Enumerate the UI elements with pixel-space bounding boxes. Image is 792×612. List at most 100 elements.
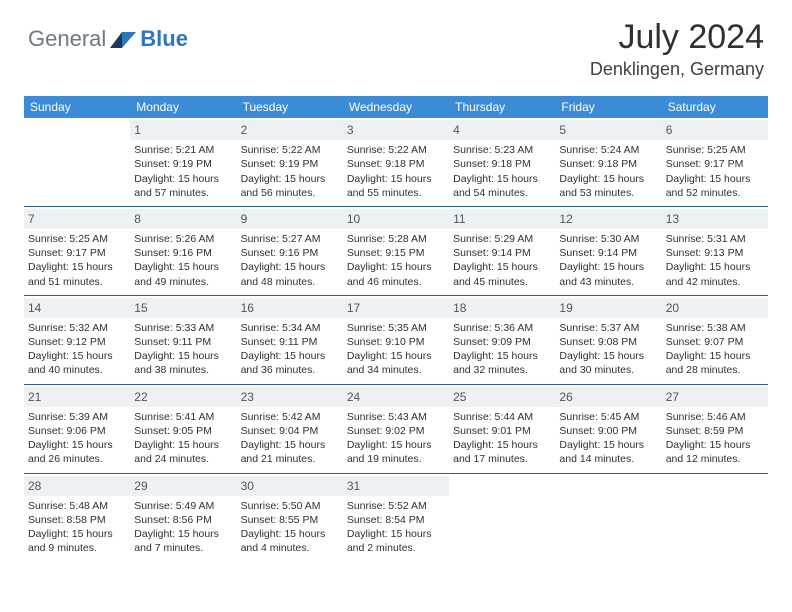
day-number: 2 xyxy=(237,120,343,140)
day-number: 9 xyxy=(237,209,343,229)
day-number: 26 xyxy=(555,387,661,407)
cell-text: Sunrise: 5:27 AM xyxy=(241,232,339,246)
day-number: 12 xyxy=(555,209,661,229)
day-number xyxy=(449,476,555,496)
day-number: 14 xyxy=(24,298,130,318)
cell-text: Sunset: 9:04 PM xyxy=(241,424,339,438)
cell-text: and 38 minutes. xyxy=(134,363,232,377)
cell-text: Daylight: 15 hours xyxy=(28,438,126,452)
cell-text: Sunrise: 5:23 AM xyxy=(453,143,551,157)
calendar-row: 1Sunrise: 5:21 AMSunset: 9:19 PMDaylight… xyxy=(24,118,768,206)
cell-text: Sunrise: 5:22 AM xyxy=(241,143,339,157)
day-number: 30 xyxy=(237,476,343,496)
weekday-header: Friday xyxy=(555,96,661,118)
cell-text: Sunset: 9:11 PM xyxy=(241,335,339,349)
cell-text: Sunrise: 5:25 AM xyxy=(28,232,126,246)
cell-text: Daylight: 15 hours xyxy=(347,527,445,541)
cell-text: and 56 minutes. xyxy=(241,186,339,200)
cell-text: Sunset: 8:58 PM xyxy=(28,513,126,527)
cell-text: Sunrise: 5:44 AM xyxy=(453,410,551,424)
cell-text: Daylight: 15 hours xyxy=(28,527,126,541)
cell-text: and 30 minutes. xyxy=(559,363,657,377)
cell-text: Daylight: 15 hours xyxy=(453,260,551,274)
day-number: 1 xyxy=(130,120,236,140)
cell-text: Sunrise: 5:42 AM xyxy=(241,410,339,424)
calendar-cell: 27Sunrise: 5:46 AMSunset: 8:59 PMDayligh… xyxy=(662,384,768,473)
cell-text: Daylight: 15 hours xyxy=(241,349,339,363)
cell-text: Daylight: 15 hours xyxy=(666,172,764,186)
calendar-cell: 5Sunrise: 5:24 AMSunset: 9:18 PMDaylight… xyxy=(555,118,661,206)
cell-text: Sunrise: 5:46 AM xyxy=(666,410,764,424)
calendar-cell: 18Sunrise: 5:36 AMSunset: 9:09 PMDayligh… xyxy=(449,295,555,384)
cell-text: Daylight: 15 hours xyxy=(559,172,657,186)
calendar-cell: 31Sunrise: 5:52 AMSunset: 8:54 PMDayligh… xyxy=(343,473,449,561)
weekday-header: Saturday xyxy=(662,96,768,118)
cell-text: Sunset: 9:19 PM xyxy=(241,157,339,171)
cell-text: Daylight: 15 hours xyxy=(134,527,232,541)
cell-text: Daylight: 15 hours xyxy=(559,260,657,274)
day-number: 4 xyxy=(449,120,555,140)
cell-text: Daylight: 15 hours xyxy=(347,438,445,452)
cell-text: and 53 minutes. xyxy=(559,186,657,200)
cell-text: Daylight: 15 hours xyxy=(453,438,551,452)
cell-text: and 17 minutes. xyxy=(453,452,551,466)
logo-text-2: Blue xyxy=(140,26,188,52)
cell-text: Sunset: 9:17 PM xyxy=(666,157,764,171)
cell-text: Sunrise: 5:32 AM xyxy=(28,321,126,335)
day-number: 23 xyxy=(237,387,343,407)
cell-text: Daylight: 15 hours xyxy=(347,349,445,363)
cell-text: Daylight: 15 hours xyxy=(28,260,126,274)
cell-text: Sunset: 9:01 PM xyxy=(453,424,551,438)
month-title: July 2024 xyxy=(590,18,764,57)
day-number: 7 xyxy=(24,209,130,229)
cell-text: Daylight: 15 hours xyxy=(241,172,339,186)
cell-text: Sunrise: 5:26 AM xyxy=(134,232,232,246)
calendar-cell-empty xyxy=(449,473,555,561)
cell-text: Sunset: 9:18 PM xyxy=(347,157,445,171)
cell-text: and 46 minutes. xyxy=(347,275,445,289)
cell-text: Sunset: 8:56 PM xyxy=(134,513,232,527)
cell-text: Sunrise: 5:48 AM xyxy=(28,499,126,513)
cell-text: Daylight: 15 hours xyxy=(134,172,232,186)
weekday-header: Tuesday xyxy=(237,96,343,118)
calendar-cell: 13Sunrise: 5:31 AMSunset: 9:13 PMDayligh… xyxy=(662,206,768,295)
cell-text: Sunrise: 5:41 AM xyxy=(134,410,232,424)
day-number: 22 xyxy=(130,387,236,407)
cell-text: Sunset: 8:59 PM xyxy=(666,424,764,438)
cell-text: Sunset: 9:18 PM xyxy=(559,157,657,171)
day-number xyxy=(662,476,768,496)
calendar-body: 1Sunrise: 5:21 AMSunset: 9:19 PMDaylight… xyxy=(24,118,768,561)
cell-text: Sunset: 8:54 PM xyxy=(347,513,445,527)
cell-text: and 2 minutes. xyxy=(347,541,445,555)
cell-text: Sunrise: 5:28 AM xyxy=(347,232,445,246)
cell-text: and 40 minutes. xyxy=(28,363,126,377)
cell-text: Sunrise: 5:39 AM xyxy=(28,410,126,424)
cell-text: Daylight: 15 hours xyxy=(559,438,657,452)
calendar-cell: 2 Sunrise: 5:22 AMSunset: 9:19 PMDaylight… xyxy=(237,118,343,206)
day-number: 11 xyxy=(449,209,555,229)
cell-text: Sunrise: 5:49 AM xyxy=(134,499,232,513)
cell-text: Sunrise: 5:50 AM xyxy=(241,499,339,513)
cell-text: and 14 minutes. xyxy=(559,452,657,466)
day-number: 27 xyxy=(662,387,768,407)
cell-text: and 48 minutes. xyxy=(241,275,339,289)
cell-text: Sunset: 9:18 PM xyxy=(453,157,551,171)
calendar-cell: 30Sunrise: 5:50 AMSunset: 8:55 PMDayligh… xyxy=(237,473,343,561)
calendar-cell: 10Sunrise: 5:28 AMSunset: 9:15 PMDayligh… xyxy=(343,206,449,295)
day-number: 5 xyxy=(555,120,661,140)
calendar-cell: 6Sunrise: 5:25 AMSunset: 9:17 PMDaylight… xyxy=(662,118,768,206)
cell-text: Sunset: 9:07 PM xyxy=(666,335,764,349)
cell-text: and 7 minutes. xyxy=(134,541,232,555)
cell-text: Sunset: 9:10 PM xyxy=(347,335,445,349)
cell-text: Sunset: 9:05 PM xyxy=(134,424,232,438)
calendar-cell-empty xyxy=(24,118,130,206)
calendar-cell: 28Sunrise: 5:48 AMSunset: 8:58 PMDayligh… xyxy=(24,473,130,561)
day-number: 29 xyxy=(130,476,236,496)
cell-text: Daylight: 15 hours xyxy=(347,172,445,186)
cell-text: Sunrise: 5:33 AM xyxy=(134,321,232,335)
cell-text: Sunset: 9:02 PM xyxy=(347,424,445,438)
calendar-cell: 16Sunrise: 5:34 AMSunset: 9:11 PMDayligh… xyxy=(237,295,343,384)
cell-text: Daylight: 15 hours xyxy=(134,349,232,363)
calendar-cell: 24Sunrise: 5:43 AMSunset: 9:02 PMDayligh… xyxy=(343,384,449,473)
cell-text: and 21 minutes. xyxy=(241,452,339,466)
